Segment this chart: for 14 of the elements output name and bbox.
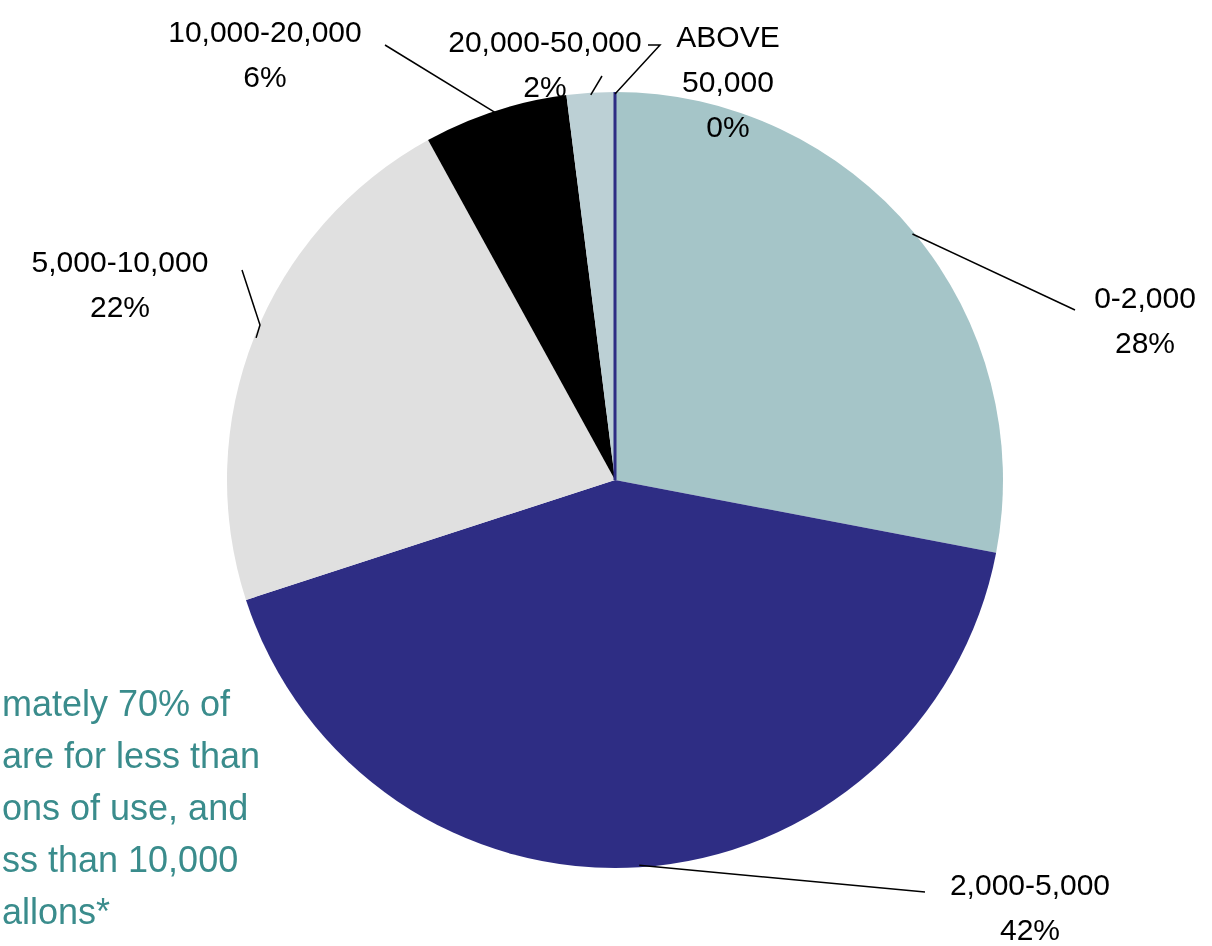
category-label: ABOVE 50,000 — [676, 20, 780, 98]
slice-label: 5,000-10,000 — [31, 245, 209, 278]
text: mately 70% of are for less than ons of use, and ss than 10,000 allons* — [2, 683, 261, 932]
slice-label: 2,000-5,000 — [949, 868, 1111, 901]
slice-label: 10,000-20,000 — [168, 15, 362, 48]
text: 0% — [706, 110, 750, 143]
slice-label: 20,000-50,000 — [448, 25, 642, 58]
data-label: 6% — [243, 60, 287, 93]
data-label: 28% — [1114, 326, 1176, 359]
pie-slice — [227, 139, 615, 600]
data-label: 22% — [89, 290, 151, 323]
data-label: 42% — [999, 913, 1061, 946]
slice-label: 0-2,000 — [1094, 281, 1196, 314]
data-label: 2% — [523, 70, 567, 103]
